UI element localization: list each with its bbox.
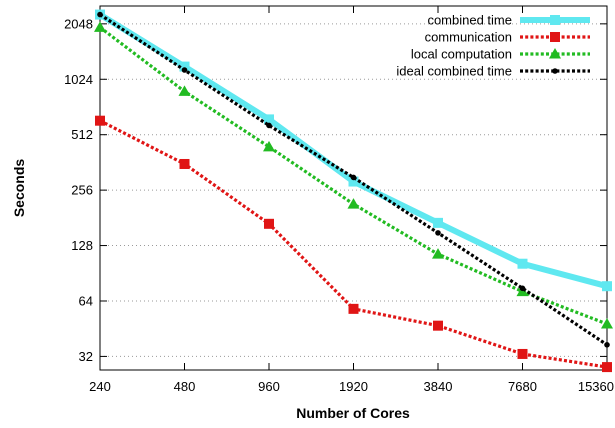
x-axis-label: Number of Cores [296, 405, 410, 421]
data-point [179, 158, 190, 169]
grid-lines [100, 23, 607, 357]
data-point [97, 11, 103, 18]
data-point [519, 285, 526, 292]
data-point [350, 174, 357, 181]
data-point [348, 176, 359, 187]
data-point [348, 303, 359, 314]
y-tick-label: 512 [71, 127, 93, 142]
data-point [601, 317, 613, 329]
y-tick-label: 32 [79, 349, 93, 364]
series-communication [95, 115, 612, 373]
legend-swatch-marker [552, 68, 558, 74]
legend-swatch-marker [549, 48, 561, 59]
data-point [602, 281, 612, 292]
data-point [517, 348, 528, 359]
data-point [179, 61, 190, 72]
data-point [264, 114, 274, 125]
x-axis-ticks: 240 480 960 1920 3840 7680 15360 [89, 6, 614, 394]
data-point [604, 342, 610, 348]
data-point [264, 218, 274, 229]
x-tick-label: 7680 [508, 379, 537, 394]
legend: combined time communication local computat… [396, 13, 590, 79]
data-point [94, 21, 106, 32]
series-line [99, 119, 608, 369]
legend-label: local computation [411, 47, 512, 62]
series-combined-time [95, 9, 612, 292]
series-lines [94, 9, 613, 373]
data-point [266, 122, 272, 129]
data-point [435, 230, 441, 236]
x-tick-label: 15360 [578, 379, 614, 394]
x-tick-label: 1920 [339, 379, 368, 394]
data-point [432, 248, 444, 259]
data-point [181, 67, 188, 73]
y-tick-label: 1024 [64, 72, 93, 87]
y-tick-label: 128 [71, 238, 93, 253]
x-tick-label: 480 [174, 379, 196, 394]
data-point [602, 362, 612, 373]
legend-label: communication [425, 30, 512, 45]
data-point [517, 258, 528, 269]
y-axis-label: Seconds [11, 159, 27, 218]
data-point [178, 85, 191, 96]
data-point [95, 115, 105, 126]
x-tick-label: 3840 [424, 379, 453, 394]
legend-label: ideal combined time [396, 64, 512, 79]
data-point [433, 320, 443, 331]
series-ideal-combined-time [97, 11, 610, 348]
x-tick-label: 960 [258, 379, 280, 394]
x-tick-label: 240 [89, 379, 111, 394]
data-point [347, 198, 360, 209]
data-point [433, 217, 443, 228]
legend-swatch-marker [550, 15, 560, 25]
legend-swatch-marker [550, 32, 560, 42]
legend-label: combined time [427, 13, 512, 28]
y-tick-label: 64 [79, 293, 93, 308]
y-tick-label: 2048 [64, 16, 93, 31]
y-axis-ticks: 32 64 128 256 512 1024 2048 [64, 16, 607, 364]
data-point [263, 140, 275, 152]
y-tick-label: 256 [71, 183, 93, 198]
series-local-computation [94, 21, 613, 329]
